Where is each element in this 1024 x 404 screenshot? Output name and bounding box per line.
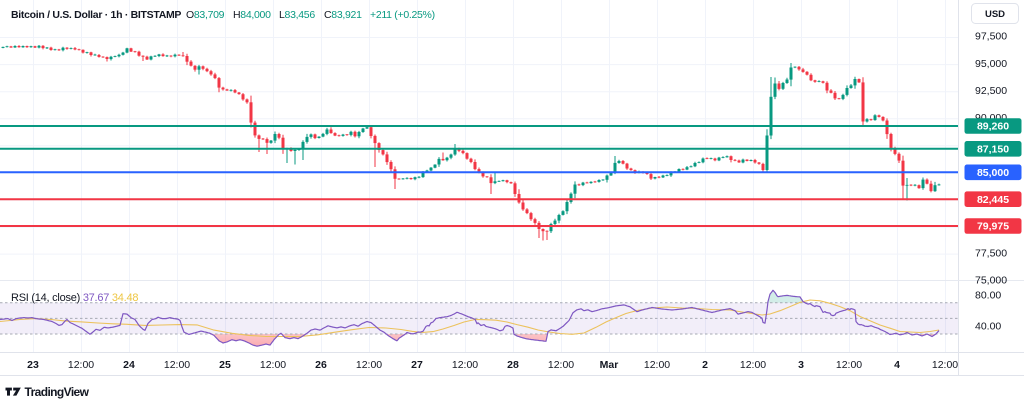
svg-text:12:00: 12:00 (164, 359, 190, 371)
svg-text:12:00: 12:00 (452, 359, 478, 371)
svg-text:75,000: 75,000 (975, 274, 1007, 286)
svg-text:12:00: 12:00 (260, 359, 286, 371)
svg-text:27: 27 (411, 359, 423, 371)
svg-text:O83,709: O83,709 (186, 9, 225, 21)
svg-text:25: 25 (219, 359, 231, 371)
svg-text:12:00: 12:00 (644, 359, 670, 371)
svg-text:12:00: 12:00 (836, 359, 862, 371)
svg-text:87,150: 87,150 (977, 144, 1009, 156)
svg-text:23: 23 (27, 359, 39, 371)
svg-text:RSI (14, close) 37.67 34.48: RSI (14, close) 37.67 34.48 (11, 292, 138, 304)
svg-text:24: 24 (123, 359, 135, 371)
svg-text:3: 3 (798, 359, 804, 371)
svg-text:89,260: 89,260 (977, 121, 1009, 133)
svg-text:12:00: 12:00 (68, 359, 94, 371)
svg-text:2: 2 (702, 359, 708, 371)
svg-text:L83,456: L83,456 (279, 9, 315, 21)
svg-text:40.00: 40.00 (975, 320, 1001, 332)
svg-text:Bitcoin / U.S. Dollar · 1h · B: Bitcoin / U.S. Dollar · 1h · BITSTAMP (11, 9, 181, 21)
svg-text:97,500: 97,500 (975, 31, 1007, 43)
svg-text:USD: USD (985, 9, 1005, 20)
svg-text:12:00: 12:00 (356, 359, 382, 371)
svg-text:80.00: 80.00 (975, 290, 1001, 302)
svg-text:95,000: 95,000 (975, 58, 1007, 70)
svg-text:C83,921: C83,921 (324, 9, 362, 21)
svg-text:79,975: 79,975 (977, 221, 1009, 233)
svg-text:H84,000: H84,000 (233, 9, 271, 21)
svg-text:12:00: 12:00 (548, 359, 574, 371)
svg-text:82,445: 82,445 (977, 194, 1009, 206)
svg-text:77,500: 77,500 (975, 247, 1007, 259)
svg-text:28: 28 (507, 359, 519, 371)
svg-text:4: 4 (894, 359, 900, 371)
svg-text:92,500: 92,500 (975, 85, 1007, 97)
svg-text:+211 (+0.25%): +211 (+0.25%) (370, 9, 435, 21)
svg-text:12:00: 12:00 (932, 359, 958, 371)
svg-text:26: 26 (315, 359, 327, 371)
svg-text:12:00: 12:00 (740, 359, 766, 371)
svg-text:TradingView: TradingView (25, 385, 90, 399)
svg-text:85,000: 85,000 (977, 167, 1009, 179)
svg-text:Mar: Mar (600, 359, 619, 371)
